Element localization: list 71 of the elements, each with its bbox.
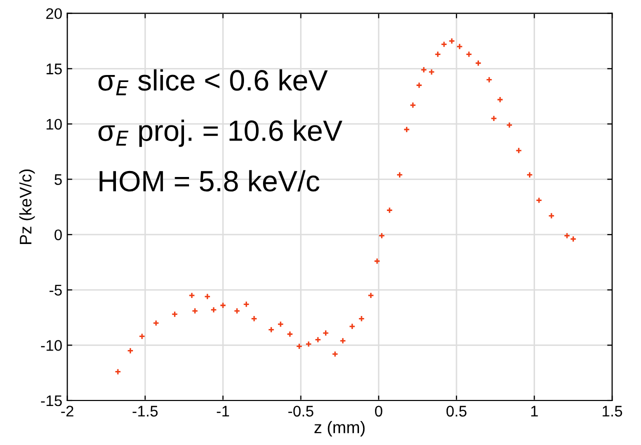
point	[322, 330, 330, 336]
point	[340, 337, 346, 344]
point	[243, 300, 250, 308]
point	[474, 60, 482, 66]
point	[490, 115, 498, 122]
point	[127, 347, 134, 354]
annotation: HOM = 5.8 keV/c	[100, 170, 320, 192]
point	[420, 66, 428, 74]
x-axis-title: z (mm)	[314, 420, 365, 437]
point	[250, 315, 258, 322]
point	[428, 68, 435, 76]
point	[220, 302, 226, 309]
point	[138, 333, 146, 340]
point	[277, 320, 284, 328]
x-tick-label: -1	[216, 406, 230, 416]
point	[286, 330, 294, 338]
point	[114, 368, 122, 376]
x-tick-label: 1.5	[602, 406, 622, 417]
x-tick-label: -0.5	[288, 406, 314, 417]
point	[434, 50, 442, 58]
point	[410, 102, 416, 108]
x-tick-label: -1.5	[132, 406, 158, 417]
point	[416, 82, 422, 89]
point	[332, 350, 338, 358]
point	[171, 310, 178, 318]
y-tick-label: 15	[46, 64, 62, 74]
y-tick-label: -10	[41, 340, 62, 351]
point	[515, 147, 522, 154]
point	[314, 336, 322, 343]
point	[348, 323, 356, 330]
point	[374, 258, 380, 264]
point	[486, 76, 492, 84]
point	[268, 326, 275, 333]
point	[536, 196, 542, 204]
x-tick-label: 0	[374, 406, 382, 417]
y-tick-label: -15	[41, 396, 62, 406]
y-tick-label: 5	[54, 174, 62, 185]
point	[192, 308, 198, 314]
y-tick-label: 10	[46, 118, 62, 130]
point	[506, 122, 513, 128]
point	[456, 43, 463, 50]
y-tick-label: 0	[54, 229, 62, 240]
point	[204, 293, 211, 300]
point	[526, 172, 533, 178]
point	[210, 306, 217, 314]
point	[188, 292, 196, 299]
point	[440, 41, 448, 48]
point	[296, 343, 303, 350]
point	[403, 126, 410, 133]
x-tick-label: 1	[531, 406, 538, 416]
point	[368, 292, 374, 299]
point	[305, 340, 312, 348]
y-tick-label: -5	[50, 284, 62, 296]
point	[234, 308, 240, 314]
point	[396, 172, 403, 178]
point	[496, 96, 504, 103]
y-tick-label: 20	[46, 8, 62, 20]
x-tick-label: -2	[61, 406, 74, 416]
point	[358, 315, 365, 322]
y-axis-title: Pz (keV/c)	[19, 170, 35, 244]
x-tick-label: 0.5	[446, 406, 466, 417]
point	[386, 206, 393, 214]
point	[548, 212, 555, 220]
point	[152, 320, 160, 326]
annotation: σ$_{E}$ slice < 0.6 keV	[98, 69, 328, 96]
point	[570, 236, 577, 242]
annotation: σ$_{E}$ proj. = 10.6 keV	[98, 120, 342, 147]
point	[448, 38, 456, 44]
point	[564, 232, 570, 239]
point	[466, 50, 472, 58]
point	[378, 232, 386, 239]
